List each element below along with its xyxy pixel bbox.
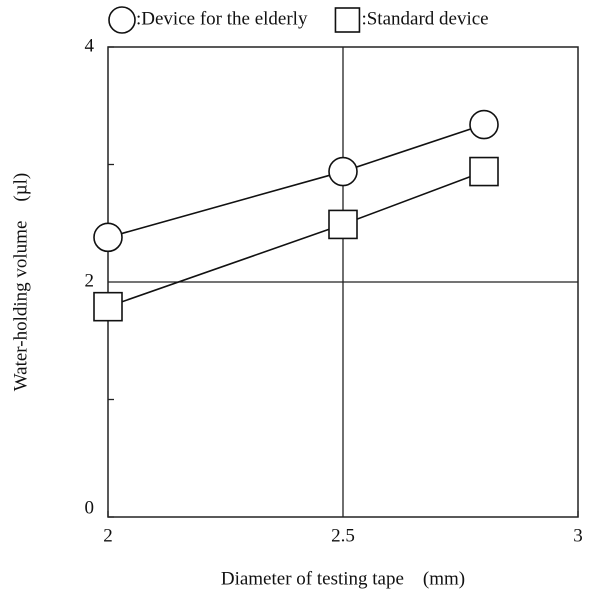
legend-label: :Device for the elderly — [136, 8, 308, 29]
data-point — [93, 222, 123, 253]
data-point — [93, 291, 123, 322]
x-axis-label: Diameter of testing tape (mm) — [221, 568, 465, 589]
legend-label: :Standard device — [361, 8, 488, 29]
x-tick-label: 2 — [103, 525, 113, 546]
y-tick-label: 0 — [85, 497, 95, 518]
data-point — [328, 156, 358, 187]
plot-frame — [107, 46, 579, 518]
series-line — [107, 123, 485, 239]
legend-marker — [334, 7, 361, 33]
x-tick-label: 3 — [573, 525, 583, 546]
legend-marker — [108, 6, 136, 34]
data-point — [469, 156, 499, 187]
series-line — [107, 170, 485, 308]
data-point — [328, 209, 358, 240]
data-point — [469, 109, 499, 140]
y-tick-label: 4 — [85, 35, 95, 56]
x-tick-label: 2.5 — [331, 525, 355, 546]
y-tick-label: 2 — [85, 270, 95, 291]
y-axis-label: Water-holding volume (µl) — [10, 173, 31, 392]
